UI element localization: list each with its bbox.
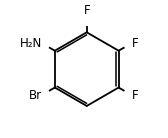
- Text: Br: Br: [29, 89, 42, 102]
- Text: F: F: [83, 4, 90, 17]
- Text: F: F: [132, 37, 138, 50]
- Text: F: F: [132, 89, 138, 102]
- Text: H₂N: H₂N: [20, 37, 42, 50]
